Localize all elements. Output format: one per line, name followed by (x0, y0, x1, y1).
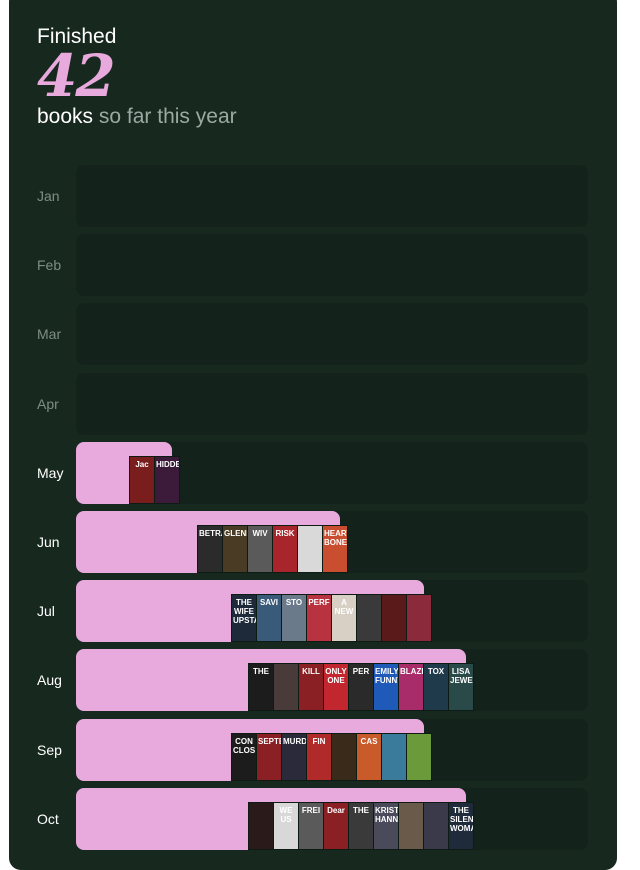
month-row-jun: Jun BETRAGLENDYWIVRISK HEART BONES (0, 511, 640, 573)
book-cover[interactable]: SAVI (257, 595, 281, 642)
month-bar-track (76, 165, 588, 227)
book-cover[interactable] (407, 595, 431, 642)
book-cover[interactable] (249, 802, 273, 849)
book-cover[interactable]: PERF (307, 595, 331, 642)
month-row-oct: Oct WE USFREIDearTHEKRISTIN HANN THE SILEN… (0, 787, 640, 850)
month-bar-track (76, 234, 588, 297)
month-bar-fill[interactable]: THE WIFE UPSTASAVISTOPERFA NEW (76, 580, 432, 643)
book-cover[interactable]: HEART BONES (323, 526, 347, 572)
month-label: Jan (37, 188, 60, 204)
month-bar-track (76, 372, 588, 435)
month-label: Apr (37, 395, 59, 412)
so-far-text: so far this year (98, 105, 237, 128)
book-cover[interactable]: GLENDY (223, 526, 247, 572)
book-covers: THE WIFE UPSTASAVISTOPERFA NEW (231, 594, 432, 643)
month-bar-fill[interactable]: WE USFREIDearTHEKRISTIN HANN THE SILENT W… (76, 787, 474, 850)
stats-header: Finished 42 books so far this year (37, 26, 237, 129)
month-label: Jun (37, 534, 60, 550)
book-covers: BETRAGLENDYWIVRISK HEART BONES (197, 525, 348, 573)
month-bar-fill[interactable]: CON CLOSSEPTEMURDEFIN CAS (76, 718, 432, 781)
book-cover[interactable] (357, 595, 381, 642)
month-row-jan: Jan (0, 165, 640, 227)
book-cover[interactable]: THE WIFE UPSTA (232, 595, 256, 642)
book-cover[interactable]: RISK (273, 526, 297, 572)
book-cover[interactable]: Dear (324, 802, 348, 849)
book-cover[interactable]: LISA JEWELL (449, 664, 473, 711)
book-cover[interactable]: KRISTIN HANN (374, 802, 398, 849)
book-cover[interactable]: BLAZE (399, 664, 423, 711)
book-cover[interactable]: KILL (299, 664, 323, 711)
book-covers: CON CLOSSEPTEMURDEFIN CAS (231, 732, 432, 781)
book-cover[interactable]: TOX (424, 664, 448, 711)
book-cover[interactable]: FREI (299, 802, 323, 849)
month-label: Mar (37, 326, 62, 343)
month-bar-track (76, 303, 588, 366)
month-row-mar: Mar (0, 303, 640, 366)
month-bar-track: BETRAGLENDYWIVRISK HEART BONES (76, 511, 588, 573)
month-row-sep: Sep CON CLOSSEPTEMURDEFIN CAS (0, 718, 640, 781)
book-cover[interactable]: THE (349, 802, 373, 849)
book-cover[interactable] (407, 733, 431, 780)
month-label: Aug (37, 672, 62, 689)
book-cover[interactable]: EMILY FUNNY (374, 664, 398, 711)
book-cover[interactable] (399, 802, 423, 849)
month-bar-fill[interactable]: BETRAGLENDYWIVRISK HEART BONES (76, 511, 348, 573)
book-cover[interactable]: BETRA (198, 526, 222, 572)
books-count: 42 (37, 42, 116, 110)
book-cover[interactable]: WE US (274, 802, 298, 849)
book-cover[interactable]: THE (249, 664, 273, 711)
book-cover[interactable] (424, 802, 448, 849)
book-cover[interactable]: FIN (307, 733, 331, 780)
month-label: May (37, 464, 64, 481)
month-label: Sep (37, 741, 62, 758)
book-cover[interactable]: THE SILENT WOMAN (449, 802, 473, 849)
books-unit: books (37, 105, 94, 128)
book-cover[interactable]: Jac (130, 456, 154, 503)
book-cover[interactable]: STO (282, 595, 306, 642)
month-bar-track: CON CLOSSEPTEMURDEFIN CAS (76, 718, 588, 781)
book-cover[interactable]: PER (349, 664, 373, 711)
book-cover[interactable]: CON CLOS (232, 733, 256, 780)
month-bar-track: WE USFREIDearTHEKRISTIN HANN THE SILENT W… (76, 787, 588, 850)
book-cover[interactable]: MURDE (282, 733, 306, 780)
month-bar-track: JacHIDDEN (76, 441, 588, 504)
month-bar-track: THE WIFE UPSTASAVISTOPERFA NEW (76, 580, 588, 643)
book-cover[interactable]: CAS (357, 733, 381, 780)
book-cover[interactable] (332, 733, 356, 780)
book-cover[interactable]: ONLY ONE (324, 664, 348, 711)
month-label: Feb (37, 257, 62, 274)
book-cover[interactable] (274, 664, 298, 711)
book-cover[interactable] (298, 526, 322, 572)
book-cover[interactable] (382, 733, 406, 780)
book-covers: WE USFREIDearTHEKRISTIN HANN THE SILENT W… (248, 801, 474, 850)
month-row-feb: Feb (0, 234, 640, 297)
month-bar-fill[interactable]: JacHIDDEN (76, 441, 180, 504)
book-cover[interactable]: HIDDEN (155, 456, 179, 503)
book-cover[interactable]: WIV (248, 526, 272, 572)
books-subline: books so far this year (37, 105, 237, 129)
month-label: Jul (37, 603, 55, 620)
book-cover[interactable] (382, 595, 406, 642)
finished-label: Finished (37, 25, 117, 48)
month-row-may: May JacHIDDEN (0, 441, 640, 504)
month-row-jul: Jul THE WIFE UPSTASAVISTOPERFA NEW (0, 580, 640, 643)
book-covers: JacHIDDEN (129, 455, 180, 504)
month-label: Oct (37, 810, 59, 827)
book-cover[interactable]: A NEW (332, 595, 356, 642)
month-row-apr: Apr (0, 372, 640, 435)
book-cover[interactable]: SEPTE (257, 733, 281, 780)
